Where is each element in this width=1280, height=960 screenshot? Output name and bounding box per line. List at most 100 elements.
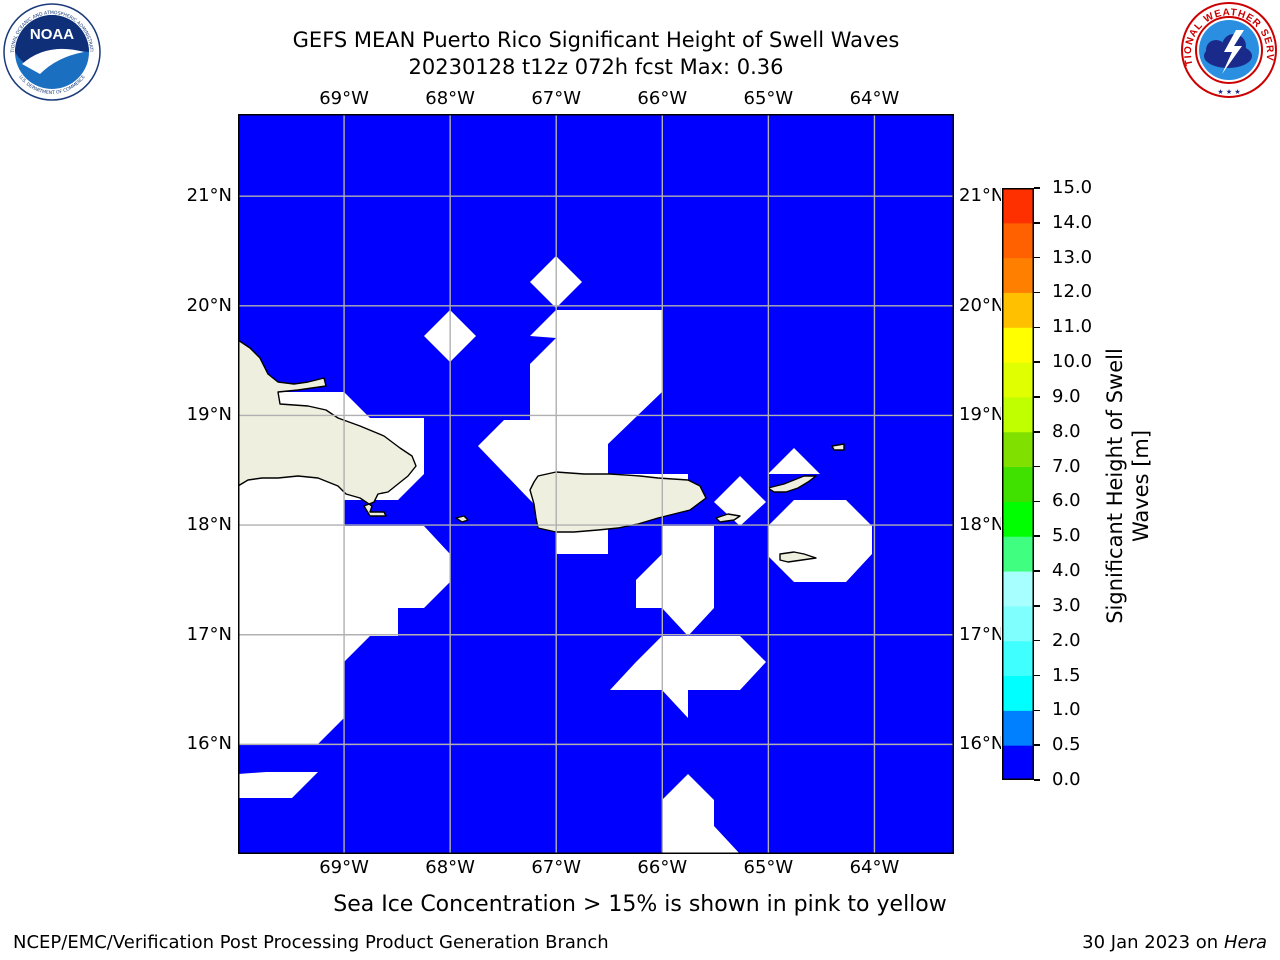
- colorbar-tick-mark: [1034, 674, 1040, 677]
- colorbar-tick-label: 12.0: [1052, 281, 1093, 303]
- colorbar-tick-mark: [1034, 361, 1040, 363]
- colorbar-tick-label: 9.0: [1052, 385, 1081, 407]
- latitude-label-left: 16°N: [186, 733, 232, 755]
- colorbar-label-line1: Significant Height of Swell: [1103, 348, 1127, 624]
- missing-region-vi: [768, 448, 820, 474]
- colorbar-tick-mark: [1034, 779, 1040, 781]
- colorbar-swatch: [1002, 745, 1034, 781]
- colorbar-swatch: [1002, 605, 1034, 642]
- latitude-label-right: 17°N: [959, 624, 1001, 645]
- map-panel: [237, 114, 954, 854]
- missing-region-se-a: [636, 526, 714, 636]
- colorbar-swatch: [1002, 257, 1034, 293]
- footer-date-text: 30 Jan 2023 on: [1082, 932, 1224, 953]
- sea-ice-note: Sea Ice Concentration > 15% is shown in …: [333, 892, 947, 917]
- colorbar-tick-mark: [1034, 570, 1040, 572]
- colorbar-tick-mark: [1034, 639, 1040, 642]
- longitude-label-bottom: 65°W: [743, 857, 794, 878]
- anegada-land: [831, 443, 845, 451]
- colorbar-tick-label: 15.0: [1052, 177, 1093, 198]
- longitude-label-bottom: 67°W: [531, 857, 582, 878]
- colorbar-swatch: [1002, 710, 1034, 746]
- mona-island-land: [455, 515, 469, 523]
- longitude-label-top: 67°W: [531, 88, 582, 109]
- colorbar-tick-label: 1.0: [1052, 699, 1081, 721]
- colorbar-tick-label: 0.5: [1052, 734, 1081, 756]
- latitude-label-right: 16°N: [959, 734, 1001, 755]
- latitude-label-right: 21°N: [959, 186, 1001, 207]
- colorbar-tick-label: 4.0: [1052, 560, 1081, 582]
- nws-logo-icon: NATIONAL WEATHER SERVICE ★ ★ ★: [1174, 0, 1280, 100]
- colorbar-tick-mark: [1034, 465, 1040, 468]
- svg-text:NOAA: NOAA: [30, 26, 74, 43]
- missing-region-east: [768, 500, 872, 582]
- longitude-label-bottom: 64°W: [849, 857, 900, 878]
- colorbar-tick-label: 0.0: [1052, 769, 1081, 790]
- colorbar-frame: [1002, 188, 1034, 780]
- colorbar-swatch: [1002, 675, 1034, 711]
- map-canvas: [237, 114, 954, 854]
- colorbar-tick-mark: [1034, 222, 1040, 224]
- colorbar-tick-mark: [1034, 535, 1040, 537]
- longitude-label-top: 68°W: [425, 88, 475, 109]
- longitude-label-top: 66°W: [637, 88, 688, 109]
- colorbar-tick-mark: [1034, 256, 1040, 259]
- footer-host: Hera: [1223, 932, 1267, 953]
- colorbar-swatch: [1002, 431, 1034, 468]
- graticule: [238, 114, 954, 854]
- colorbar-swatch: [1002, 292, 1034, 328]
- page-title: GEFS MEAN Puerto Rico Significant Height…: [292, 28, 900, 52]
- vieques-land: [715, 513, 741, 523]
- colorbar-tick-label: 14.0: [1052, 211, 1093, 233]
- colorbar-tick-mark: [1034, 326, 1040, 329]
- noaa-logo-icon: NOAA NATIONAL OCEANIC AND ATMOSPHERIC AD…: [0, 0, 102, 102]
- virgin-islands-land: [767, 475, 817, 493]
- latitude-label-left: 19°N: [186, 404, 232, 426]
- colorbar-tick-label: 6.0: [1052, 490, 1081, 512]
- longitude-label-top: 65°W: [743, 88, 794, 109]
- latitude-label-right: 20°N: [959, 295, 1001, 316]
- colorbar-tick-label: 2.0: [1052, 629, 1081, 651]
- colorbar-swatch: [1002, 571, 1034, 607]
- footer-date: 30 Jan 2023 on Hera: [1082, 932, 1267, 954]
- colorbar-swatch: [1002, 536, 1034, 572]
- missing-region-vi-b: [714, 476, 766, 526]
- latitude-label-left: 18°N: [186, 514, 232, 536]
- colorbar-tick-mark: [1034, 500, 1040, 503]
- colorbar-tick-mark: [1034, 605, 1040, 607]
- latitude-label-left: 21°N: [186, 185, 232, 207]
- longitude-label-bottom: 68°W: [425, 857, 475, 878]
- page-subtitle: 20230128 t12z 072h fcst Max: 0.36: [408, 55, 784, 79]
- latitude-label-right: 19°N: [959, 405, 1001, 426]
- colorbar-swatch: [1002, 188, 1034, 224]
- colorbar-swatch: [1002, 501, 1034, 537]
- colorbar-swatch: [1002, 222, 1034, 259]
- longitude-label-top: 64°W: [849, 88, 900, 109]
- st-croix-land: [779, 551, 817, 563]
- missing-region-left-gap: [238, 500, 292, 526]
- colorbar-tick-label: 1.5: [1052, 664, 1081, 686]
- longitude-label-top: 69°W: [319, 88, 369, 109]
- missing-region-left-low: [318, 554, 344, 608]
- colorbar-tick-mark: [1034, 431, 1040, 433]
- missing-region-se-c: [662, 774, 740, 854]
- colorbar-tick-label: 11.0: [1052, 316, 1093, 338]
- colorbar-tick-label: 3.0: [1052, 594, 1081, 616]
- footer-branch: NCEP/EMC/Verification Post Processing Pr…: [13, 932, 609, 953]
- colorbar-tick-label: 10.0: [1052, 351, 1093, 373]
- latitude-label-left: 20°N: [186, 294, 232, 316]
- longitude-label-bottom: 66°W: [637, 857, 688, 878]
- colorbar-tick-label: 13.0: [1052, 246, 1093, 268]
- hispaniola-land: [237, 339, 417, 517]
- colorbar: [1002, 188, 1034, 781]
- colorbar-tick-label: 8.0: [1052, 420, 1081, 442]
- longitude-label-bottom: 69°W: [319, 857, 369, 878]
- colorbar-swatch: [1002, 362, 1034, 398]
- colorbar-swatch: [1002, 396, 1034, 433]
- missing-region-se-b: [610, 636, 766, 718]
- colorbar-tick-mark: [1034, 291, 1040, 294]
- colorbar-tick-mark: [1034, 187, 1040, 189]
- map-frame: [238, 114, 954, 854]
- colorbar-tick-label: 5.0: [1052, 525, 1081, 547]
- colorbar-swatch: [1002, 466, 1034, 502]
